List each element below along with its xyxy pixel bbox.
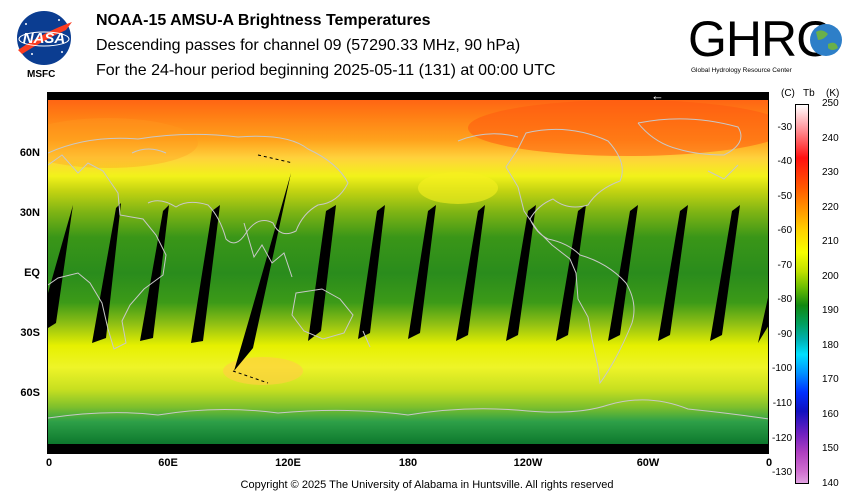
lon-label-0: 0 — [45, 457, 53, 469]
colorbar-celsius-label: -130 — [771, 467, 792, 479]
lon-label-120e: 120E — [275, 457, 301, 469]
colorbar-celsius-label: -50 — [777, 190, 792, 202]
nasa-logo-text: NASA — [23, 30, 66, 47]
colorbar-kelvin-label: 160 — [822, 408, 839, 420]
colorbar-celsius-label: -30 — [777, 121, 792, 133]
map-frame — [47, 92, 769, 454]
colorbar-kelvin-label: 210 — [822, 236, 839, 248]
colorbar-kelvin-label: 140 — [822, 478, 839, 489]
colorbar-celsius-label: -70 — [777, 259, 792, 271]
colorbar-celsius-label: -60 — [777, 225, 792, 237]
colorbar — [795, 104, 809, 484]
colorbar-celsius-label: -80 — [777, 294, 792, 306]
msfc-label: MSFC — [27, 69, 56, 80]
lon-label-60w: 60W — [636, 457, 660, 469]
colorbar-kelvin-label: 250 — [822, 98, 839, 109]
colorbar-kelvin-label: 150 — [822, 443, 839, 455]
page-subtitle: Descending passes for channel 09 (57290.… — [96, 37, 521, 54]
lon-label-60e: 60E — [158, 457, 178, 469]
coastlines — [48, 118, 769, 420]
ghrc-logo-text: GHRC — [688, 11, 831, 67]
lat-label-30s: 30S — [20, 327, 40, 339]
colorbar-header-tb: Tb — [803, 88, 815, 99]
lat-label-60n: 60N — [19, 147, 40, 159]
copyright-text: Copyright © 2025 The University of Alaba… — [240, 479, 614, 491]
colorbar-header-celsius: (C) — [781, 88, 795, 99]
colorbar-celsius-label: -120 — [771, 432, 792, 444]
colorbar-kelvin-label: 170 — [822, 374, 839, 386]
swath-gaps — [48, 173, 769, 371]
lon-label-120w: 120W — [513, 457, 543, 469]
page-title: NOAA-15 AMSU-A Brightness Temperatures — [96, 12, 431, 29]
colorbar-header-kelvin: (K) — [826, 88, 840, 99]
period-text: For the 24-hour period beginning 2025-05… — [96, 62, 556, 79]
brightness-temperature-map: ← — [48, 93, 769, 454]
ghrc-logo: GHRC Global Hydrology Resource Center — [688, 11, 842, 74]
colorbar-kelvin-label: 230 — [822, 167, 839, 179]
colorbar-kelvin-label: 200 — [822, 270, 839, 282]
orbit-direction-arrow: ← — [651, 93, 664, 103]
lat-label-eq: EQ — [24, 267, 40, 279]
colorbar-kelvin-label: 240 — [822, 132, 839, 144]
lat-label-60s: 60S — [20, 387, 40, 399]
colorbar-celsius-label: -100 — [771, 363, 792, 375]
ghrc-logo-subtext: Global Hydrology Resource Center — [691, 67, 793, 74]
colorbar-celsius-label: -40 — [777, 156, 792, 168]
colorbar-celsius-label: -110 — [772, 398, 792, 410]
colorbar-kelvin-label: 220 — [822, 201, 839, 213]
colorbar-kelvin-label: 190 — [822, 305, 839, 317]
colorbar-kelvin-label: 180 — [822, 339, 839, 351]
colorbar-celsius-label: -90 — [777, 328, 792, 340]
lon-label-180: 180 — [398, 457, 418, 469]
lat-label-30n: 30N — [19, 207, 40, 219]
lon-label-0-end: 0 — [765, 457, 773, 469]
nasa-logo: NASA — [17, 11, 72, 65]
